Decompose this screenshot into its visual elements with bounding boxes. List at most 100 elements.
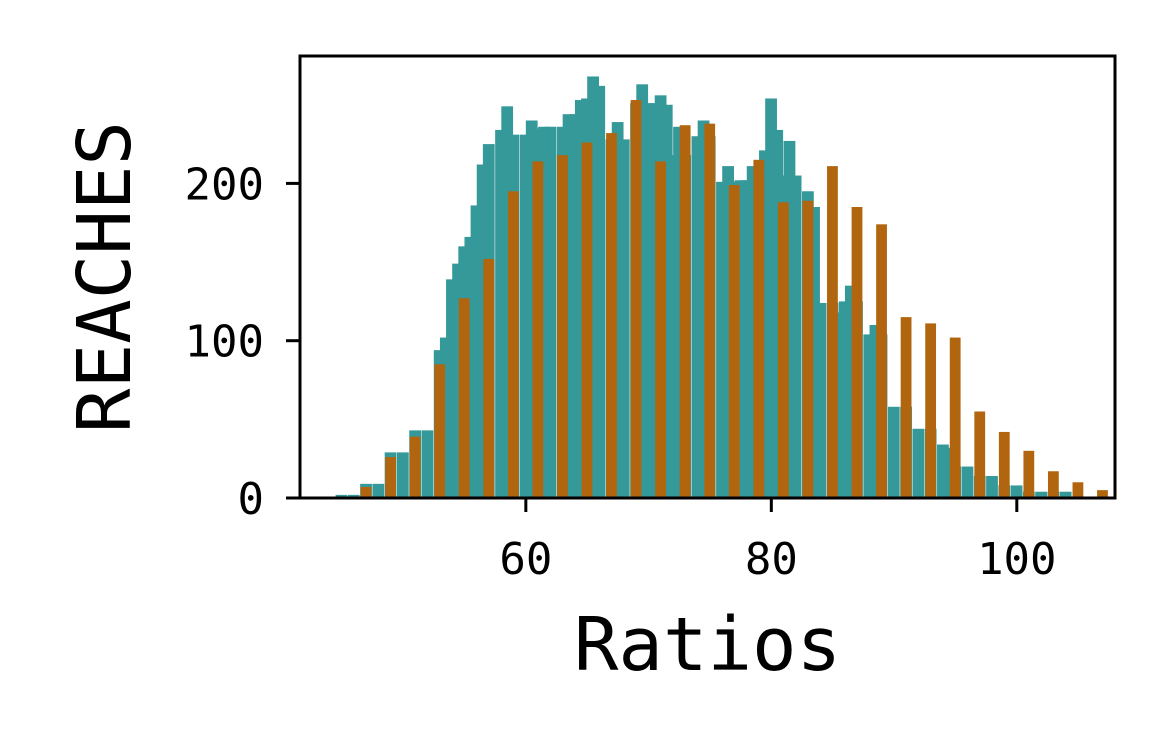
back-bar-3 <box>372 483 385 498</box>
back-bar-69 <box>869 324 882 498</box>
back-bar-31 <box>593 85 606 498</box>
back-bar-36 <box>636 84 649 498</box>
back-bar-17 <box>495 129 507 498</box>
back-bar-47 <box>716 181 728 498</box>
front-bar-29 <box>1072 482 1084 498</box>
back-bar-27 <box>568 114 581 498</box>
back-bar-52 <box>746 166 759 499</box>
front-bar-18 <box>802 200 814 498</box>
back-bar-11 <box>452 263 464 498</box>
front-bar-26 <box>998 431 1010 498</box>
front-bar-20 <box>851 207 863 498</box>
back-bar-73 <box>912 428 925 498</box>
back-bar-26 <box>562 114 575 498</box>
front-bar-5 <box>483 258 495 498</box>
back-bar-78 <box>961 466 974 498</box>
front-bar-10 <box>606 133 617 498</box>
back-bar-59 <box>789 175 802 499</box>
front-bar-16 <box>753 159 765 498</box>
front-bar-25 <box>974 411 986 498</box>
back-bar-7 <box>421 430 434 498</box>
front-bar-11 <box>630 100 642 498</box>
back-bar-66 <box>844 285 857 498</box>
back-bar-41 <box>667 155 679 498</box>
front-bar-0 <box>360 486 372 498</box>
back-bar-34 <box>617 139 630 498</box>
back-bar-56 <box>771 129 784 498</box>
x-tick-label-2: 100 <box>977 534 1056 585</box>
x-tick-label-1: 80 <box>745 534 798 585</box>
front-bar-22 <box>900 317 912 498</box>
back-bar-71 <box>887 406 900 498</box>
x-axis-ticks: 60 80 100 <box>499 498 1057 585</box>
front-bar-8 <box>557 155 568 498</box>
back-bar-20 <box>519 134 532 498</box>
back-bar-42 <box>673 126 685 498</box>
back-bar-75 <box>937 444 949 498</box>
front-bar-28 <box>1047 471 1059 498</box>
series-back-bars <box>335 76 1072 499</box>
back-bar-38 <box>648 103 661 498</box>
back-bar-82 <box>1010 485 1023 498</box>
front-bar-30 <box>1097 490 1108 498</box>
front-bar-15 <box>728 184 740 499</box>
front-bar-19 <box>827 166 838 499</box>
back-bar-21 <box>525 120 538 499</box>
back-bar-51 <box>740 180 753 498</box>
front-bar-6 <box>507 191 519 498</box>
back-bar-84 <box>1035 491 1047 498</box>
back-bar-28 <box>574 100 587 498</box>
back-bar-80 <box>986 475 998 498</box>
back-bar-1 <box>347 494 360 498</box>
back-bar-10 <box>446 279 458 498</box>
front-bar-14 <box>704 123 716 498</box>
back-bar-64 <box>832 312 845 498</box>
front-bar-12 <box>655 161 666 498</box>
back-bar-24 <box>544 126 557 498</box>
front-bar-21 <box>876 224 887 498</box>
back-bar-15 <box>476 164 489 498</box>
x-axis-label: Ratios <box>574 602 841 688</box>
back-bar-44 <box>691 136 704 498</box>
back-bar-14 <box>470 205 483 498</box>
back-bar-62 <box>814 302 827 498</box>
back-bar-9 <box>439 337 452 498</box>
front-bar-24 <box>949 337 961 498</box>
front-bar-27 <box>1023 450 1035 498</box>
front-bar-13 <box>679 125 691 499</box>
front-bar-2 <box>409 436 421 498</box>
back-bar-50 <box>734 180 747 498</box>
front-bar-4 <box>458 298 470 498</box>
front-bar-7 <box>532 161 544 498</box>
front-bar-3 <box>434 364 446 498</box>
back-bar-76 <box>943 447 955 498</box>
back-bar-86 <box>1059 491 1072 498</box>
back-bar-13 <box>464 236 477 498</box>
back-bar-23 <box>538 126 550 498</box>
y-axis-ticks: 0 100 200 <box>185 159 300 525</box>
y-tick-label-2: 200 <box>185 159 264 210</box>
y-tick-label-1: 100 <box>185 317 264 368</box>
back-bar-54 <box>759 150 771 498</box>
back-bar-61 <box>808 207 820 498</box>
front-bar-17 <box>777 202 789 498</box>
back-bar-33 <box>611 122 624 498</box>
back-bar-40 <box>660 104 673 498</box>
series-front-bars <box>360 100 1108 499</box>
back-bar-0 <box>335 494 348 498</box>
front-bar-23 <box>925 323 937 498</box>
x-tick-label-0: 60 <box>499 534 552 585</box>
front-bar-9 <box>581 142 593 498</box>
back-bar-48 <box>722 166 734 499</box>
back-bar-37 <box>642 103 655 498</box>
back-bar-65 <box>838 301 851 498</box>
plot-frame <box>298 54 1117 500</box>
y-axis-label: REACHES <box>62 121 148 433</box>
back-bar-68 <box>863 334 876 498</box>
back-bar-30 <box>587 76 599 498</box>
back-bar-45 <box>697 120 710 499</box>
back-bar-58 <box>783 140 796 498</box>
back-bar-55 <box>765 98 777 498</box>
front-bar-1 <box>385 457 396 498</box>
